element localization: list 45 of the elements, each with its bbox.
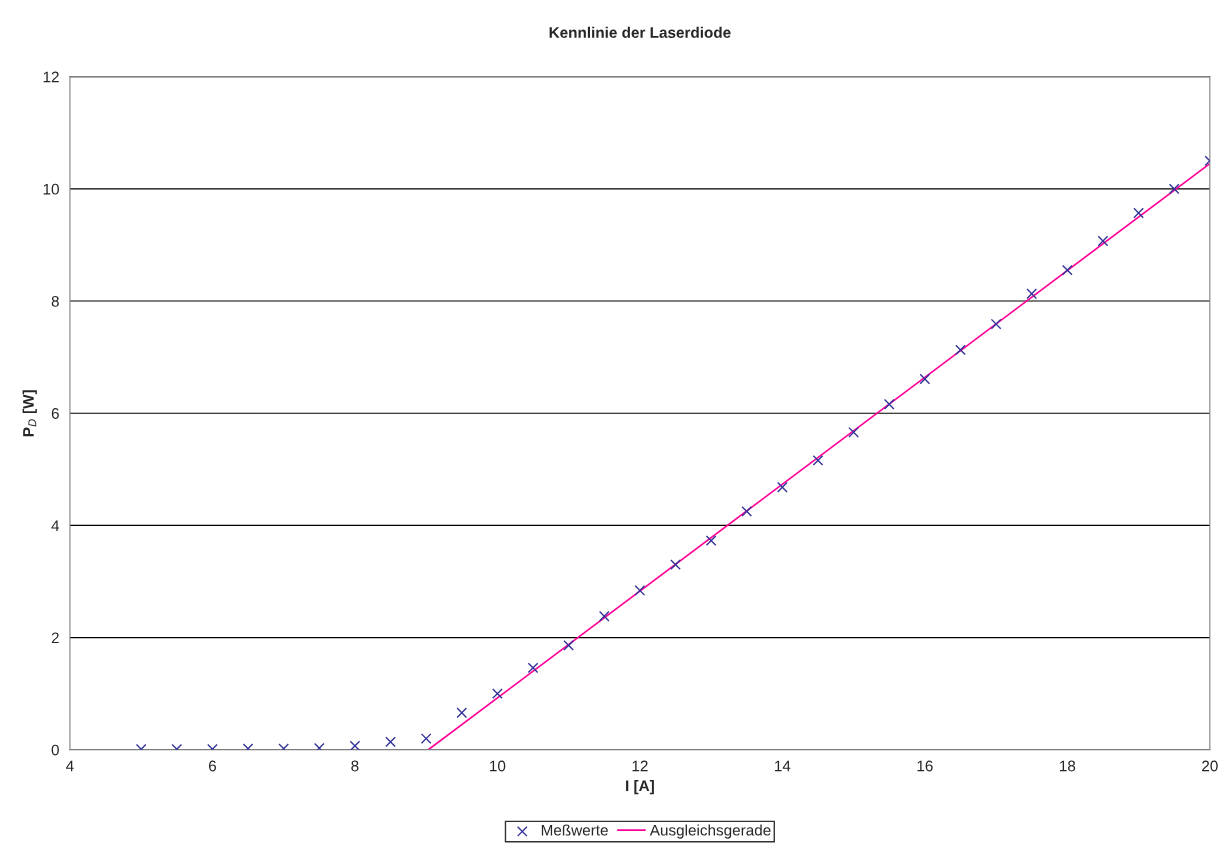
point [919, 373, 931, 385]
point [385, 736, 396, 748]
legend-label: Meßwerte [541, 824, 608, 836]
x-axis-title: I [A] [626, 779, 654, 795]
x-tick-label: 6 [208, 760, 216, 772]
y-axis-title: P$_{D}$ [W] [22, 390, 37, 437]
point [777, 481, 788, 493]
point [955, 344, 966, 356]
y-tick-label: 2 [51, 632, 59, 644]
point [598, 610, 610, 622]
point [848, 426, 859, 438]
point [1133, 207, 1144, 219]
y-tick-label: 0 [51, 744, 59, 756]
point [883, 398, 895, 410]
x-tick-label: 10 [490, 760, 506, 772]
x-tick-label: 18 [1060, 760, 1076, 772]
x-tick-label: 4 [66, 760, 74, 772]
chart-title: Kennlinie der Laserdiode [549, 26, 731, 38]
y-tick-label: 8 [51, 295, 59, 307]
y-tick-label: 10 [43, 183, 59, 195]
point [1026, 288, 1038, 300]
point [741, 506, 753, 517]
x-tick-label: 20 [1202, 760, 1218, 772]
point [812, 454, 824, 466]
x-tick-label: 16 [917, 760, 933, 772]
x-tick-label: 12 [632, 760, 648, 772]
point [670, 559, 681, 571]
point [990, 318, 1002, 330]
point [527, 662, 539, 674]
point [456, 707, 468, 719]
x-tick-label: 14 [775, 760, 791, 772]
point [492, 688, 503, 700]
point [1061, 264, 1073, 276]
point [420, 733, 432, 744]
point [1097, 235, 1109, 247]
point [634, 585, 646, 596]
x-tick-label: 8 [351, 760, 359, 772]
legend-label: Ausgleichsgerade [649, 824, 771, 839]
point [705, 535, 717, 546]
y-tick-label: 4 [51, 520, 60, 531]
point [349, 740, 361, 750]
y-tick-label: 12 [43, 71, 59, 83]
point [563, 640, 574, 651]
y-tick-label: 6 [51, 408, 59, 419]
point [1168, 183, 1180, 195]
